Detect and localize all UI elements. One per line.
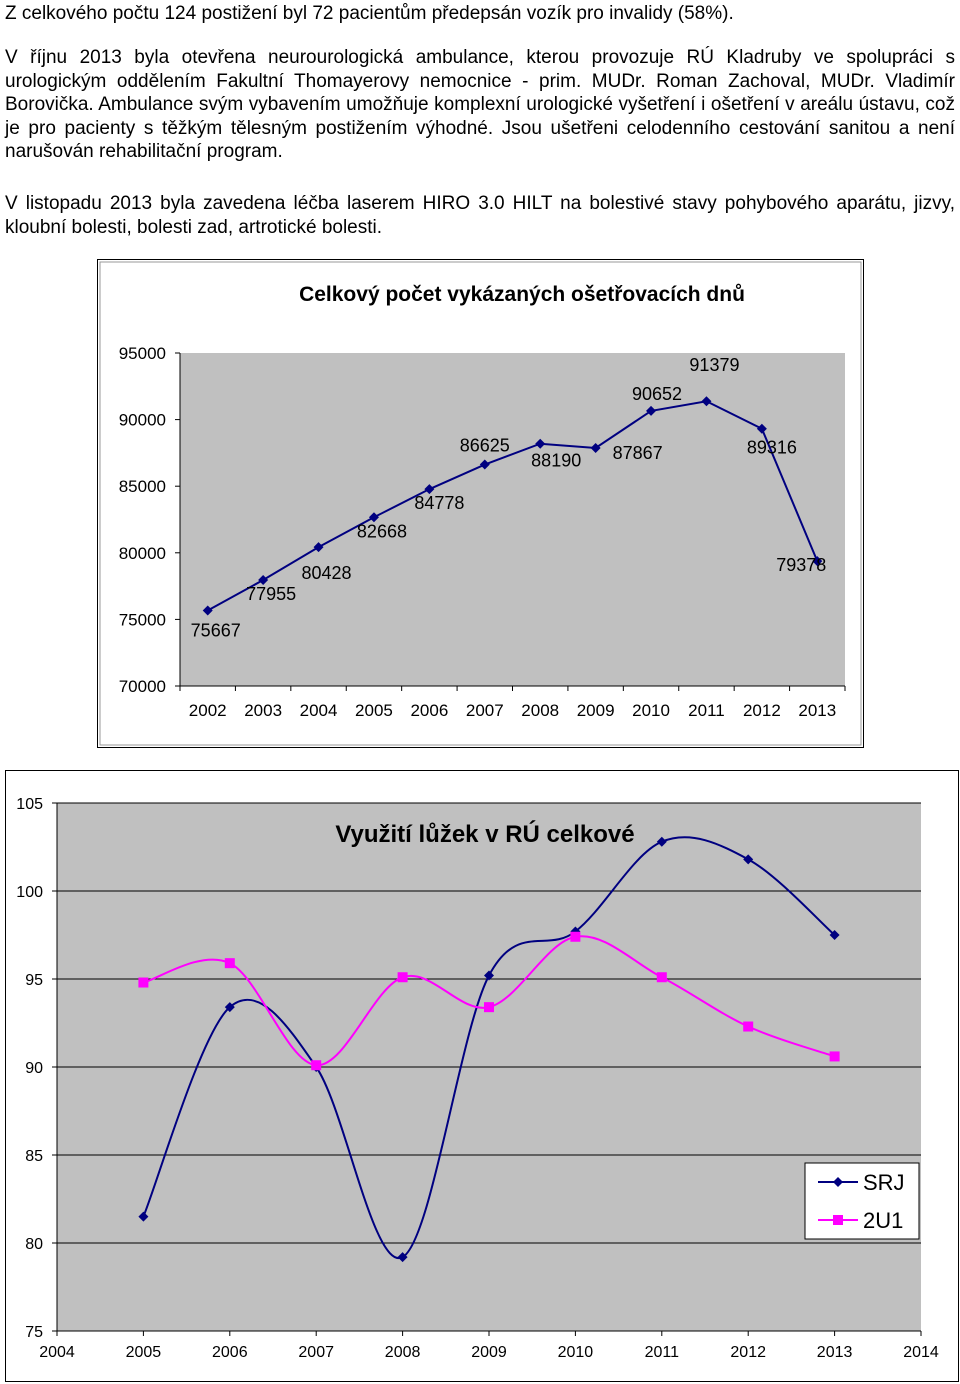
y-tick-label: 90 [25, 1060, 43, 1077]
data-point [701, 396, 712, 407]
data-point [313, 542, 324, 553]
data-label: 80428 [302, 563, 352, 583]
x-tick-label: 2003 [244, 701, 282, 720]
y-tick-label: 90000 [119, 411, 166, 430]
data-point-2U1 [829, 1051, 840, 1062]
data-label: 82668 [357, 521, 407, 541]
data-label: 86625 [460, 436, 510, 456]
paragraph-wheelchair: Z celkového počtu 124 postižení byl 72 p… [5, 3, 734, 24]
y-tick-label: 80 [25, 1236, 43, 1253]
chart-bed-usage: 75 80 85 90 95 100 105 2004 2005 2006 2007 2008 2009… [5, 770, 959, 1382]
data-point-SRJ [829, 930, 840, 940]
data-point-SRJ [743, 854, 754, 865]
data-point-2U1 [656, 972, 667, 983]
y-tick-label: 75 [25, 1324, 43, 1341]
data-label: 90652 [632, 384, 682, 404]
legend: SRJ 2U1 [804, 1162, 920, 1240]
chart-title: Celkový počet vykázaných ošetřovacích dn… [299, 283, 745, 306]
y-tick-label: 85000 [119, 477, 166, 496]
data-label: 88190 [531, 451, 581, 471]
data-label: 87867 [613, 443, 663, 463]
series-line-SRJ [142, 836, 836, 1259]
data-point [590, 443, 601, 454]
data-label: 89316 [747, 438, 797, 458]
y-tick-label: 95000 [119, 344, 166, 363]
x-tick-label: 2002 [189, 701, 227, 720]
data-point-SRJ [224, 1002, 235, 1013]
legend-box [804, 1162, 920, 1240]
x-tick-label: 2006 [212, 1344, 248, 1361]
chart-title: Využití lůžek v RÚ celkové [335, 820, 634, 848]
x-tick-label: 2013 [817, 1344, 853, 1361]
paragraph-neurourology: V říjnu 2013 byla otevřena neurourologic… [5, 47, 955, 162]
data-point-SRJ [138, 1211, 149, 1222]
paragraph-laser: V listopadu 2013 byla zavedena léčba las… [5, 193, 955, 238]
series-line-2U1 [143, 935, 835, 1067]
y-tick-label: 100 [16, 884, 43, 901]
series-line [207, 400, 819, 612]
data-point-SRJ [656, 836, 667, 847]
data-point [424, 484, 435, 495]
plot-area [180, 353, 845, 686]
x-tick-label: 2009 [577, 701, 615, 720]
x-tick-label: 2007 [466, 701, 504, 720]
x-tick-label: 2005 [126, 1344, 162, 1361]
y-tick-label: 95 [25, 972, 43, 989]
data-point [812, 556, 823, 567]
x-tick-label: 2008 [521, 701, 559, 720]
data-point-2U1 [397, 972, 408, 983]
x-tick-label: 2006 [410, 701, 448, 720]
data-point-2U1 [224, 958, 235, 969]
chart-inner-border [99, 261, 862, 746]
chart-nursing-days: Celkový počet vykázaných ošetřovacích dn… [97, 259, 864, 748]
data-label: 79378 [776, 555, 826, 575]
data-point-2U1 [311, 1060, 322, 1071]
data-point [756, 423, 767, 434]
legend-marker-SRJ [833, 1177, 843, 1187]
data-point [368, 512, 379, 523]
x-tick-label: 2004 [39, 1344, 75, 1361]
data-label: 75667 [191, 621, 241, 641]
legend-marker-2U1 [833, 1215, 843, 1225]
x-tick-label: 2013 [798, 701, 836, 720]
x-tick-label: 2014 [903, 1344, 939, 1361]
x-tick-label: 2010 [558, 1344, 594, 1361]
x-tick-label: 2005 [355, 701, 393, 720]
data-point [646, 405, 657, 416]
data-point [258, 575, 269, 586]
data-point-2U1 [484, 1002, 494, 1013]
legend-label-2U1: 2U1 [863, 1208, 903, 1233]
data-label: 84778 [414, 493, 464, 513]
data-point-SRJ [484, 970, 494, 981]
data-label: 91379 [689, 355, 739, 375]
y-tick-label: 80000 [119, 544, 166, 563]
x-tick-label: 2009 [471, 1344, 507, 1361]
y-tick-label: 75000 [119, 610, 166, 629]
data-point-SRJ [397, 1252, 408, 1263]
y-tick-label: 105 [16, 796, 43, 813]
x-tick-label: 2007 [298, 1344, 334, 1361]
data-point-2U1 [570, 931, 581, 942]
data-point [535, 438, 546, 449]
data-point [479, 459, 490, 470]
x-tick-label: 2012 [730, 1344, 766, 1361]
y-tick-label: 70000 [119, 677, 166, 696]
x-tick-label: 2008 [385, 1344, 421, 1361]
x-tick-label: 2004 [300, 701, 338, 720]
data-point [202, 605, 213, 616]
x-tick-label: 2010 [632, 701, 670, 720]
y-tick-label: 85 [25, 1148, 43, 1165]
data-point-2U1 [138, 977, 149, 988]
x-tick-label: 2012 [743, 701, 781, 720]
data-label: 77955 [246, 584, 296, 604]
legend-label-SRJ: SRJ [863, 1170, 905, 1195]
x-tick-label: 2011 [688, 701, 725, 720]
data-point-2U1 [743, 1021, 754, 1032]
x-tick-label: 2011 [645, 1344, 680, 1361]
